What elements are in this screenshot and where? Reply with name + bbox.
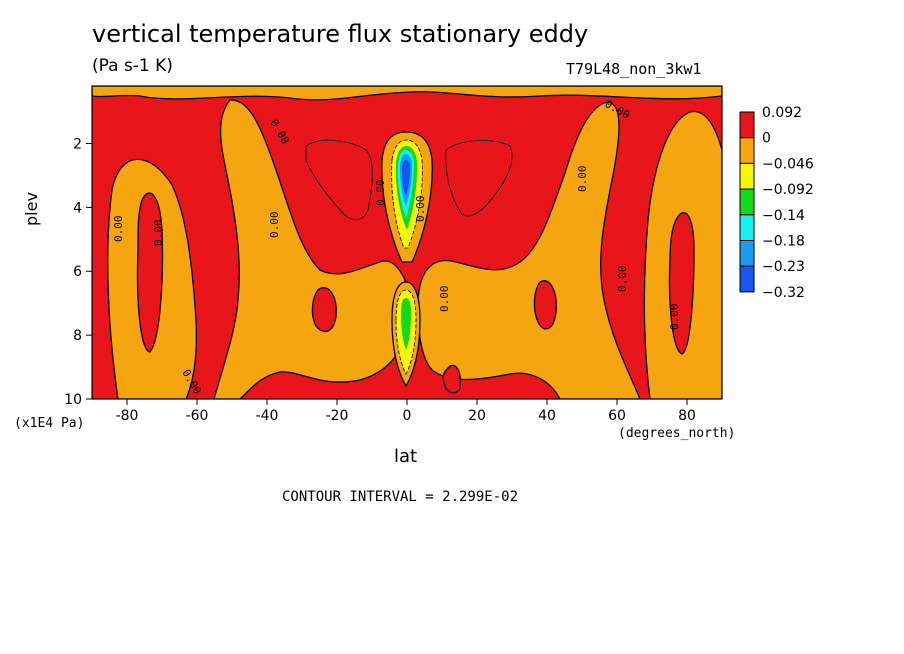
red-island-right xyxy=(668,212,695,355)
loop-right xyxy=(445,140,513,217)
contour-label: 0.00 xyxy=(668,304,681,331)
contour-label: 0.00 xyxy=(414,196,427,223)
contour-label: 0.00 xyxy=(112,216,125,243)
colorbar-swatch xyxy=(739,240,755,267)
colorbar-label: 0.092 xyxy=(762,105,802,121)
contour-label: 0.00 xyxy=(374,180,387,207)
x-tick-label: -60 xyxy=(186,408,209,424)
contour-interval: CONTOUR INTERVAL = 2.299E-02 xyxy=(282,489,519,505)
y-tick-label: 10 xyxy=(64,392,82,408)
x-axis-units: (degrees_north) xyxy=(618,426,736,441)
contour-field xyxy=(92,86,722,399)
x-axis: -80 -60 -40 -20 0 20 40 60 80 xyxy=(116,399,696,424)
x-tick-label: 0 xyxy=(403,408,412,424)
y-tick-label: 6 xyxy=(73,264,82,280)
orange-left-mid-band xyxy=(213,99,411,399)
colorbar-swatch xyxy=(739,137,755,164)
x-axis-label: lat xyxy=(394,446,418,467)
colorbar: 0.092 0 −0.046 −0.092 −0.14 −0.18 −0.23 −0.32 xyxy=(739,105,814,301)
x-tick-label: 60 xyxy=(608,408,626,424)
red-island-right-lower xyxy=(533,280,557,330)
colorbar-label: 0 xyxy=(762,131,771,147)
y-axis: 2 4 6 8 10 xyxy=(64,136,92,408)
y-tick-label: 4 xyxy=(73,200,82,216)
column-green-lower xyxy=(401,298,411,350)
field-red-islands xyxy=(136,192,695,394)
orange-right-mid-band xyxy=(417,101,641,399)
contour-label: 0.00 xyxy=(152,220,165,247)
y-tick-label: 2 xyxy=(73,136,82,152)
x-tick-label: 20 xyxy=(468,408,486,424)
y-tick-label: 8 xyxy=(73,328,82,344)
colorbar-label: −0.18 xyxy=(762,234,805,250)
contour-label: 0.00 xyxy=(616,266,629,293)
x-tick-label: 40 xyxy=(538,408,556,424)
colorbar-label: −0.14 xyxy=(762,208,805,224)
negative-loops xyxy=(305,139,513,221)
colorbar-swatch xyxy=(739,162,755,190)
colorbar-label: −0.32 xyxy=(762,285,805,301)
red-island-equator-low xyxy=(442,364,462,394)
contour-label: 0.00 xyxy=(268,212,281,239)
x-tick-label: -80 xyxy=(116,408,139,424)
x-tick-label: -20 xyxy=(326,408,349,424)
loop-left xyxy=(305,139,373,221)
red-island-left-lower xyxy=(311,287,337,333)
colorbar-label: −0.092 xyxy=(762,182,814,198)
colorbar-swatch xyxy=(739,111,755,139)
chart-title: vertical temperature flux stationary edd… xyxy=(92,20,589,48)
orange-top-strip xyxy=(92,86,722,101)
colorbar-swatch xyxy=(739,265,755,293)
chart-units: (Pa s-1 K) xyxy=(92,56,173,76)
red-island-left xyxy=(136,192,164,353)
x-tick-label: 80 xyxy=(678,408,696,424)
colorbar-label: −0.23 xyxy=(762,259,805,275)
y-axis-units: (x1E4 Pa) xyxy=(14,416,85,431)
contour-label: 0.00 xyxy=(576,166,589,193)
contour-label: 0.00 xyxy=(438,286,451,313)
colorbar-swatch xyxy=(739,188,755,216)
column-blue-upper xyxy=(402,160,410,196)
colorbar-swatch xyxy=(739,214,755,242)
dataset-label: T79L48_non_3kw1 xyxy=(566,60,702,78)
colorbar-label: −0.046 xyxy=(762,156,814,172)
x-tick-label: -40 xyxy=(256,408,279,424)
